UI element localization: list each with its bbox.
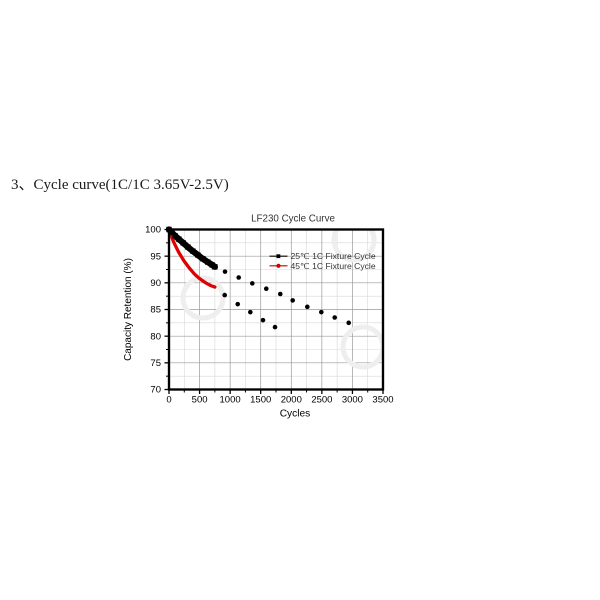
svg-text:100: 100 <box>145 225 161 236</box>
svg-text:90: 90 <box>150 278 161 289</box>
svg-text:0: 0 <box>166 395 171 406</box>
svg-text:95: 95 <box>150 251 161 262</box>
svg-text:85: 85 <box>150 305 161 316</box>
svg-text:75: 75 <box>150 358 161 369</box>
svg-text:Cycles: Cycles <box>280 409 311 420</box>
svg-text:Capacity Retention (%): Capacity Retention (%) <box>123 258 134 361</box>
svg-text:1000: 1000 <box>220 395 241 406</box>
svg-text:2500: 2500 <box>311 395 332 406</box>
svg-text:2000: 2000 <box>281 395 302 406</box>
svg-text:500: 500 <box>192 395 208 406</box>
svg-text:80: 80 <box>150 331 161 342</box>
svg-text:70: 70 <box>150 385 161 396</box>
svg-text:25℃ 1C Fixture Cycle: 25℃ 1C Fixture Cycle <box>291 251 376 261</box>
svg-text:45℃ 1C Fixture Cycle: 45℃ 1C Fixture Cycle <box>291 261 376 271</box>
svg-text:LF230 Cycle Curve: LF230 Cycle Curve <box>251 214 335 225</box>
svg-text:1500: 1500 <box>250 395 271 406</box>
svg-text:3000: 3000 <box>342 395 363 406</box>
svg-text:3500: 3500 <box>372 395 393 406</box>
